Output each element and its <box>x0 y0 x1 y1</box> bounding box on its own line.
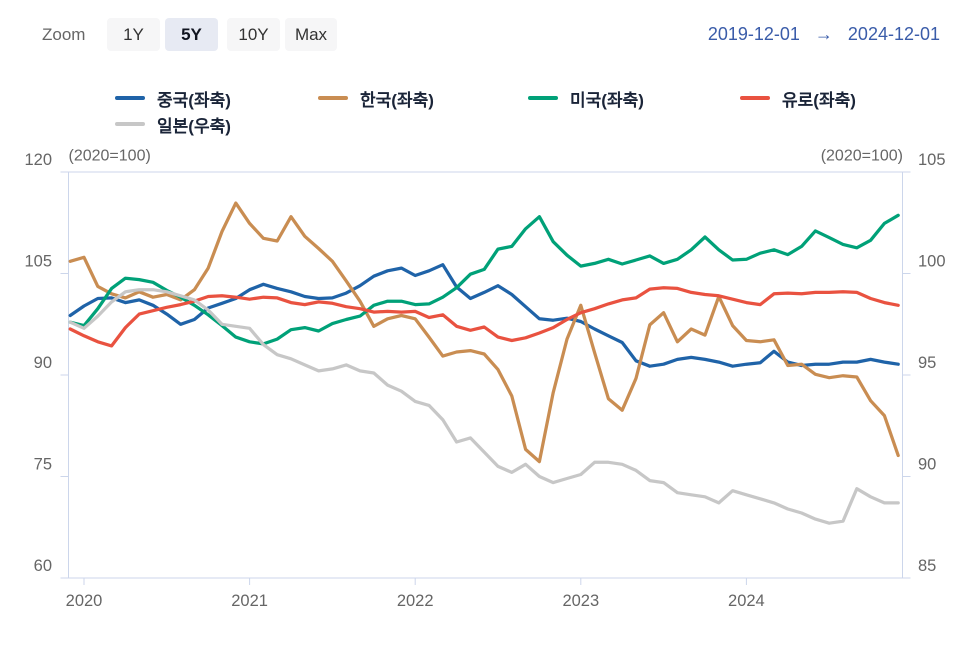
left-axis-label: 105 <box>24 253 52 271</box>
date-to-input[interactable]: 2024-12-01 <box>847 24 940 44</box>
series-line-3 <box>68 286 900 348</box>
right-axis-label: 100 <box>918 253 946 271</box>
right-axis-label: 85 <box>918 557 936 575</box>
right-axis-label: 90 <box>918 456 936 474</box>
legend-item-3[interactable]: 유로(좌축) <box>740 87 856 110</box>
left-axis-unit-label: (2020=100) <box>69 148 151 165</box>
series-line-4 <box>68 288 900 525</box>
left-axis-label: 90 <box>34 354 52 372</box>
legend-label: 미국(좌축) <box>570 90 644 110</box>
x-axis-label: 2021 <box>231 592 268 610</box>
legend-label: 중국(좌축) <box>157 90 231 110</box>
legend-swatch-icon <box>528 96 558 100</box>
range-button-1y[interactable]: 1Y <box>107 18 160 51</box>
right-axis-unit-label: (2020=100) <box>821 148 903 165</box>
plot-area[interactable] <box>69 172 903 578</box>
left-axis-label: 120 <box>24 151 52 169</box>
legend-label: 한국(좌축) <box>360 90 434 110</box>
range-button-max[interactable]: Max <box>285 18 337 51</box>
range-button-10y[interactable]: 10Y <box>227 18 280 51</box>
arrow-right-icon: → <box>814 24 833 44</box>
legend-item-4[interactable]: 일본(우축) <box>115 113 231 136</box>
legend-swatch-icon <box>318 96 348 100</box>
x-axis-label: 2020 <box>66 592 103 610</box>
legend-swatch-icon <box>115 96 145 100</box>
legend-swatch-icon <box>115 122 145 126</box>
right-axis-label: 95 <box>918 354 936 372</box>
left-axis-label: 60 <box>34 557 52 575</box>
x-axis-label: 2024 <box>728 592 765 610</box>
legend-label: 일본(우축) <box>157 116 231 136</box>
zoom-label: Zoom <box>42 25 86 44</box>
legend-swatch-icon <box>740 96 770 100</box>
x-axis-label: 2022 <box>397 592 434 610</box>
series-line-2 <box>68 213 900 346</box>
x-axis-label: 2023 <box>562 592 599 610</box>
date-from-input[interactable]: 2019-12-01 <box>707 24 800 44</box>
left-axis-label: 75 <box>34 456 52 474</box>
legend-label: 유로(좌축) <box>782 90 856 110</box>
legend-item-2[interactable]: 미국(좌축) <box>528 87 644 110</box>
date-range: 2019-12-01 → 2024-12-01 <box>600 24 940 45</box>
legend-item-0[interactable]: 중국(좌축) <box>115 87 231 110</box>
legend-item-1[interactable]: 한국(좌축) <box>318 87 434 110</box>
range-button-5y[interactable]: 5Y <box>165 18 218 51</box>
right-axis-label: 105 <box>918 151 946 169</box>
series-line-1 <box>68 201 900 464</box>
